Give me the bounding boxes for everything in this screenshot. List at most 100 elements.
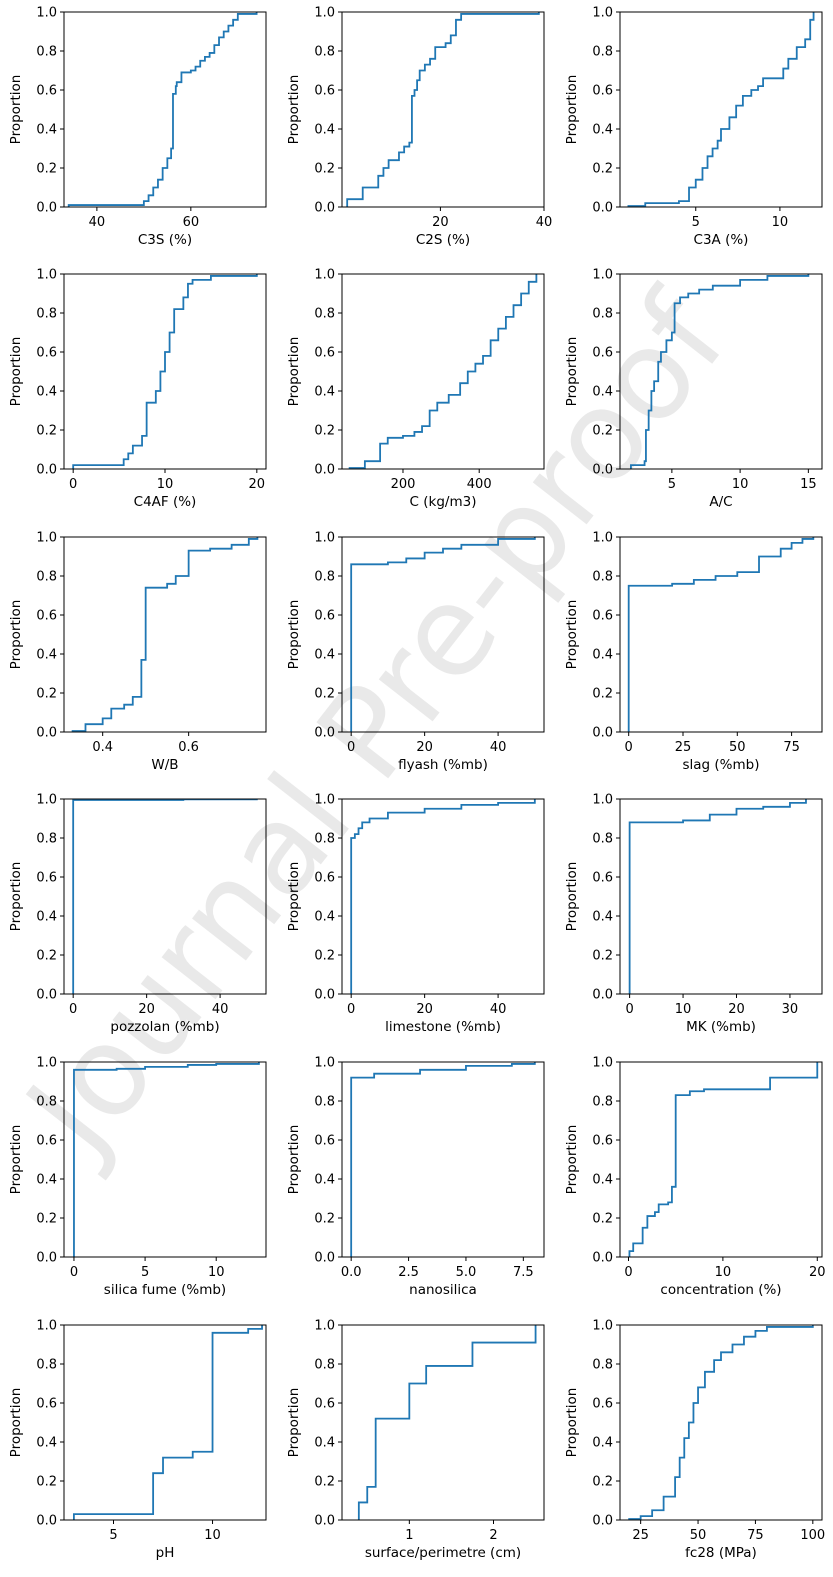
axes-frame [63, 536, 267, 733]
ecdf-series-line [346, 12, 540, 207]
y-tick-label: 1.0 [36, 1319, 57, 1334]
y-tick-label: 0.0 [592, 726, 613, 741]
y-tick-label: 0.8 [592, 832, 613, 847]
ecdf-series-line [73, 1062, 260, 1257]
y-tick-label: 0.4 [592, 648, 613, 663]
x-tick-label: 75 [747, 1528, 764, 1543]
y-tick-label: 0.6 [36, 1397, 57, 1412]
x-tick-label: 0.4 [92, 740, 113, 755]
y-tick-label: 0.2 [36, 1475, 57, 1490]
y-tick-label: 0.2 [314, 949, 335, 964]
x-tick-label: 5.0 [456, 1265, 477, 1280]
y-tick-label: 0.0 [36, 1251, 57, 1266]
y-tick-label: 0.2 [592, 949, 613, 964]
axes-frame [63, 1061, 267, 1258]
y-tick-label: 0.0 [314, 726, 335, 741]
x-tick-label: 20 [416, 1002, 433, 1017]
ecdf-series-line [357, 1325, 537, 1520]
ecdf-series-line [71, 537, 259, 732]
y-axis-label: Proportion [8, 75, 24, 145]
y-axis-label: Proportion [286, 337, 302, 407]
y-tick-label: 1.0 [36, 6, 57, 21]
axes-frame [63, 11, 267, 208]
y-tick-label: 0.0 [36, 201, 57, 216]
y-tick-label: 0.4 [36, 648, 57, 663]
y-tick-label: 1.0 [592, 1056, 613, 1071]
y-tick-label: 1.0 [314, 6, 335, 21]
y-tick-label: 0.4 [314, 910, 335, 925]
x-tick-label: 40 [89, 215, 106, 230]
y-tick-label: 0.4 [314, 648, 335, 663]
chart-panel: 0.0 0.2 0.4 0.6 0.8 1.0 1 2 surface/perimetre (c… [286, 1319, 545, 1561]
y-tick-label: 0.8 [314, 307, 335, 322]
y-tick-label: 0.2 [314, 162, 335, 177]
y-tick-label: 0.0 [314, 1514, 335, 1529]
y-tick-label: 0.2 [314, 1475, 335, 1490]
y-tick-label: 0.6 [592, 871, 613, 886]
y-tick-label: 0.4 [592, 1436, 613, 1451]
y-axis-label: Proportion [8, 862, 24, 932]
x-tick-label: 10 [208, 1265, 225, 1280]
x-axis-label: A/C [709, 494, 732, 510]
y-tick-label: 1.0 [592, 268, 613, 283]
x-tick-label: 10 [715, 1265, 732, 1280]
x-tick-label: 0.6 [178, 740, 199, 755]
y-tick-label: 0.8 [592, 45, 613, 60]
y-tick-label: 0.6 [314, 84, 335, 99]
y-tick-label: 0.8 [314, 45, 335, 60]
y-tick-label: 0.0 [36, 463, 57, 478]
y-tick-label: 1.0 [314, 1056, 335, 1071]
x-tick-label: 0 [347, 1002, 355, 1017]
x-tick-label: 10 [772, 215, 789, 230]
x-tick-label: 5 [109, 1528, 117, 1543]
x-tick-label: 0 [70, 1265, 78, 1280]
x-axis-label: flyash (%mb) [398, 757, 488, 773]
axes-frame [619, 1324, 823, 1521]
ecdf-series-line [73, 1325, 263, 1520]
axes-frame [619, 273, 823, 470]
y-tick-label: 0.6 [592, 1134, 613, 1149]
y-tick-label: 0.0 [314, 201, 335, 216]
x-tick-label: 0 [347, 740, 355, 755]
x-tick-label: 40 [536, 215, 553, 230]
y-axis-label: Proportion [8, 337, 24, 407]
x-tick-label: 50 [729, 740, 746, 755]
y-tick-label: 0.0 [36, 1514, 57, 1529]
y-axis-label: Proportion [564, 862, 580, 932]
x-tick-label: 2.5 [398, 1265, 419, 1280]
watermark: Journal Pre-proof [0, 267, 756, 1184]
y-tick-label: 0.8 [314, 832, 335, 847]
y-tick-label: 0.8 [36, 1358, 57, 1373]
y-tick-label: 0.6 [36, 346, 57, 361]
y-tick-label: 0.6 [36, 871, 57, 886]
x-tick-label: 30 [782, 1002, 799, 1017]
y-axis-label: Proportion [564, 337, 580, 407]
chart-panel: 0.0 0.2 0.4 0.6 0.8 1.0 5 10 C3A (%) Proportion [564, 6, 823, 248]
axes-frame [341, 11, 545, 208]
y-tick-label: 0.2 [36, 1212, 57, 1227]
x-axis-label: C3S (%) [138, 232, 192, 248]
y-tick-label: 0.6 [36, 84, 57, 99]
x-axis-label: W/B [151, 757, 178, 773]
y-tick-label: 0.4 [36, 1173, 57, 1188]
y-tick-label: 0.2 [36, 949, 57, 964]
y-axis-label: Proportion [564, 1388, 580, 1458]
y-tick-label: 0.6 [592, 346, 613, 361]
y-tick-label: 0.2 [592, 1475, 613, 1490]
y-axis-label: Proportion [286, 1125, 302, 1195]
x-axis-label: C2S (%) [416, 232, 470, 248]
ecdf-series-line [348, 274, 538, 469]
x-tick-label: 20 [249, 477, 266, 492]
axes-frame [63, 1324, 267, 1521]
x-tick-label: 2 [489, 1528, 497, 1543]
y-tick-label: 0.0 [314, 988, 335, 1003]
y-tick-label: 0.8 [592, 1095, 613, 1110]
chart-panel: 0.0 0.2 0.4 0.6 0.8 1.0 200 400 C (kg/m3) Proport… [286, 268, 545, 510]
y-tick-label: 0.2 [36, 687, 57, 702]
ecdf-series-line [350, 1062, 536, 1257]
axes-frame [341, 536, 545, 733]
chart-panel: 0.0 0.2 0.4 0.6 0.8 1.0 0 10 20 concentration (%)… [564, 1056, 826, 1299]
x-axis-label: nanosilica [409, 1282, 477, 1298]
